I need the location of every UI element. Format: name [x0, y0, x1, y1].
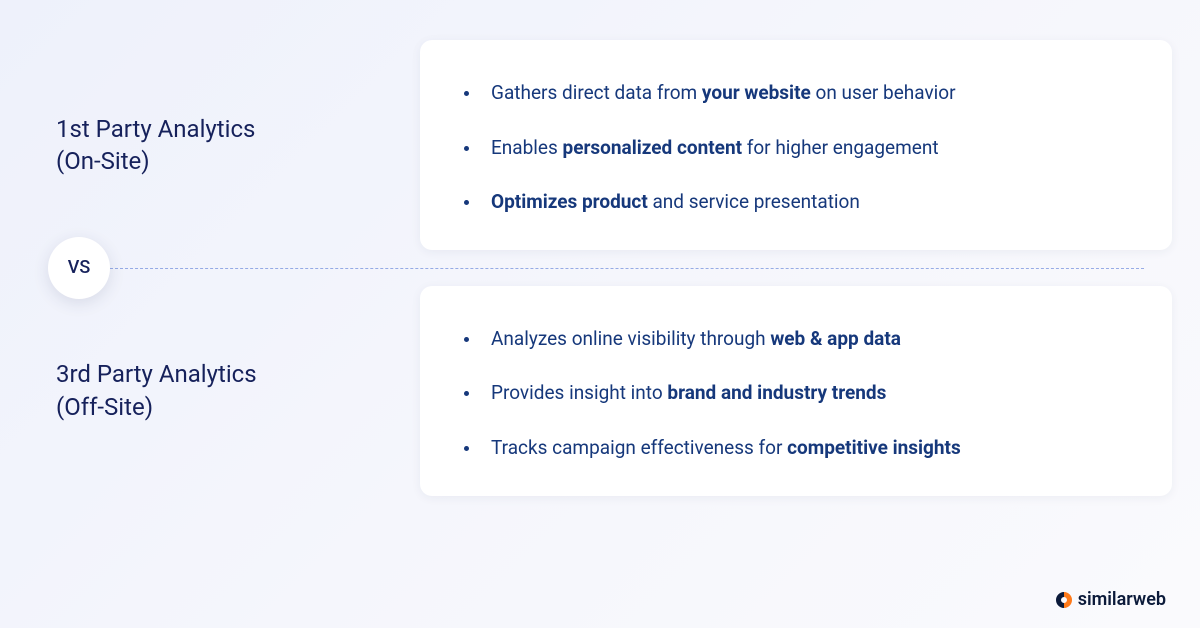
heading-top: 1st Party Analytics (On-Site) — [56, 113, 420, 178]
list-item: Enables personalized content for higher … — [464, 135, 1128, 162]
bullet-text: Provides insight into brand and industry… — [491, 380, 1128, 407]
heading-bottom: 3rd Party Analytics (Off-Site) — [56, 358, 420, 423]
vs-label: VS — [68, 257, 91, 278]
row-bottom: 3rd Party Analytics (Off-Site) Analyzes … — [0, 286, 1172, 496]
heading-top-line2: (On-Site) — [56, 147, 150, 175]
label-col-bottom: 3rd Party Analytics (Off-Site) — [0, 358, 420, 423]
brand-mark-icon — [1055, 591, 1073, 609]
card-bottom: Analyzes online visibility through web &… — [420, 286, 1172, 496]
card-top: Gathers direct data from your website on… — [420, 40, 1172, 250]
divider: VS — [0, 250, 1172, 286]
bullet-icon — [464, 337, 469, 342]
list-item: Tracks campaign effectiveness for compet… — [464, 435, 1128, 462]
dashed-line — [100, 268, 1144, 269]
heading-bottom-line2: (Off-Site) — [56, 393, 153, 421]
list-item: Provides insight into brand and industry… — [464, 380, 1128, 407]
bullet-icon — [464, 446, 469, 451]
heading-top-line1: 1st Party Analytics — [56, 115, 255, 143]
bullet-icon — [464, 146, 469, 151]
bullet-icon — [464, 91, 469, 96]
heading-bottom-line1: 3rd Party Analytics — [56, 360, 257, 388]
bullet-text: Optimizes product and service presentati… — [491, 189, 1128, 216]
brand-name: similarweb — [1078, 589, 1166, 610]
bullet-icon — [464, 391, 469, 396]
brand-logo: similarweb — [1055, 589, 1166, 610]
bullet-text: Gathers direct data from your website on… — [491, 80, 1128, 107]
vs-badge: VS — [48, 237, 110, 299]
list-item: Gathers direct data from your website on… — [464, 80, 1128, 107]
infographic-container: 1st Party Analytics (On-Site) Gathers di… — [0, 0, 1200, 628]
list-item: Analyzes online visibility through web &… — [464, 326, 1128, 353]
row-top: 1st Party Analytics (On-Site) Gathers di… — [0, 40, 1172, 250]
bullet-icon — [464, 200, 469, 205]
bullet-text: Enables personalized content for higher … — [491, 135, 1128, 162]
bullet-text: Analyzes online visibility through web &… — [491, 326, 1128, 353]
label-col-top: 1st Party Analytics (On-Site) — [0, 113, 420, 178]
list-item: Optimizes product and service presentati… — [464, 189, 1128, 216]
bullet-text: Tracks campaign effectiveness for compet… — [491, 435, 1128, 462]
